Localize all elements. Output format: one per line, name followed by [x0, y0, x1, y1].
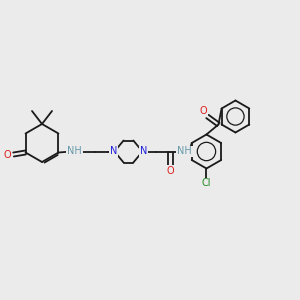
Text: O: O: [200, 106, 207, 116]
Text: O: O: [4, 149, 11, 160]
Text: O: O: [167, 166, 174, 176]
Text: N: N: [110, 146, 117, 157]
Text: NH: NH: [177, 146, 192, 157]
Text: NH: NH: [67, 146, 82, 157]
Text: N: N: [140, 146, 147, 157]
Text: Cl: Cl: [202, 178, 211, 188]
